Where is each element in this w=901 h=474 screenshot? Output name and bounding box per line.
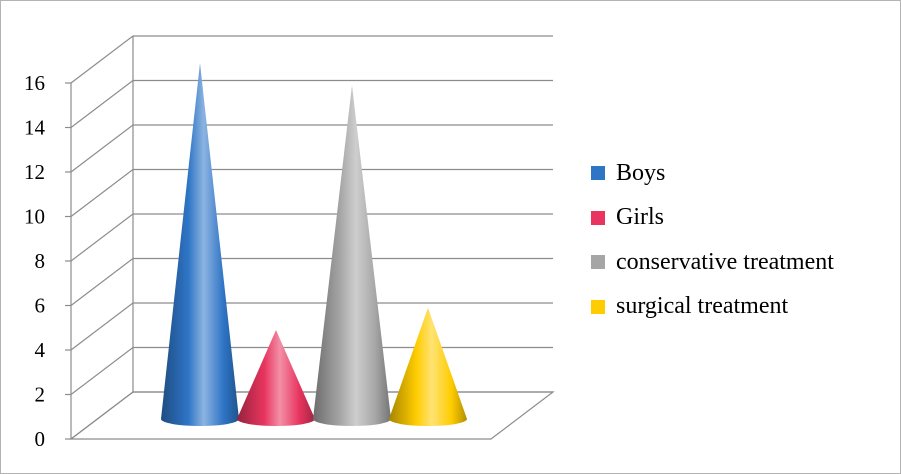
gridline-side (70, 124, 134, 173)
chart-series (161, 63, 467, 426)
gridline-side (70, 258, 134, 306)
legend-swatch (591, 299, 605, 314)
gridline-side (70, 302, 134, 351)
y-tick-label: 12 (24, 160, 45, 184)
legend-label: surgical treatment (616, 293, 789, 320)
y-axis: 0 2 4 6 8 10 12 14 16 (24, 71, 72, 451)
legend-item: conservative treatment (591, 240, 834, 285)
y-tick-label: 6 (35, 294, 46, 318)
y-tick-label: 2 (35, 383, 46, 407)
chart-walls (69, 35, 555, 440)
chart-legend: Boys Girls conservative treatment surgical … (591, 151, 834, 329)
cone-conservative-treatment (313, 85, 391, 426)
y-tick-label: 4 (35, 338, 46, 362)
legend-item: surgical treatment (591, 285, 834, 330)
y-tick-label: 0 (35, 427, 46, 451)
legend-label: Girls (616, 204, 664, 231)
legend-label: conservative treatment (616, 248, 834, 275)
gridline-side (70, 347, 134, 395)
legend-item: Boys (591, 151, 834, 196)
cone-girls (237, 330, 315, 426)
gridline-side (70, 213, 134, 262)
legend-swatch (591, 255, 605, 270)
y-tick-label: 10 (24, 205, 45, 229)
legend-label: Boys (616, 159, 666, 186)
gridline-side (70, 169, 134, 217)
cone-surgical-treatment (389, 307, 467, 426)
y-tick-label: 8 (35, 249, 46, 273)
y-tick-label: 14 (24, 116, 46, 140)
gridline-side (70, 35, 134, 84)
legend-swatch (591, 210, 605, 225)
legend-swatch (591, 166, 605, 181)
gridline-side (70, 391, 134, 440)
legend-item: Girls (591, 196, 834, 241)
gridline-side (70, 80, 134, 128)
cone-boys (161, 63, 239, 426)
y-tick-label: 16 (24, 71, 45, 95)
